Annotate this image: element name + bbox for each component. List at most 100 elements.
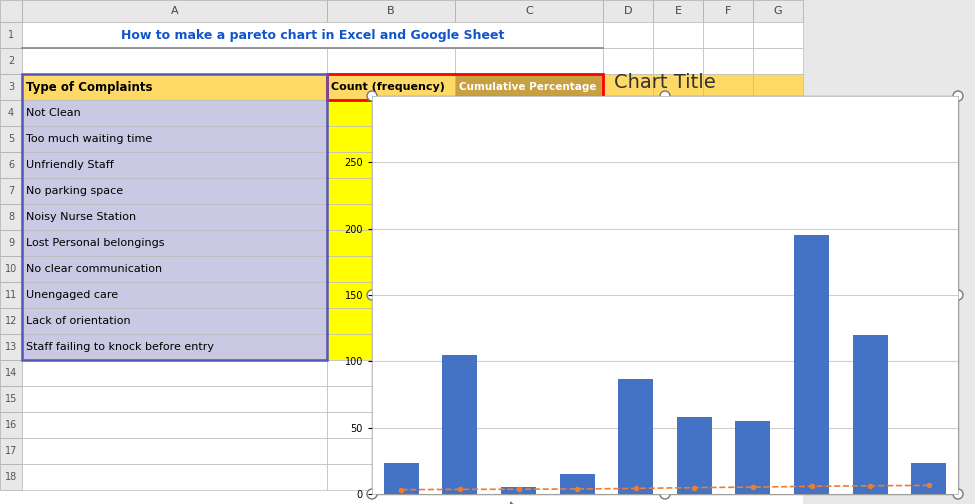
Bar (327, 0, 455, 22)
Bar (603, 412, 653, 438)
Bar (653, 256, 703, 282)
Bar (0, 256, 22, 282)
Bar (0, 360, 22, 386)
Circle shape (953, 489, 963, 499)
Text: Cumulative Percentage: Cumulative Percentage (459, 82, 597, 92)
Bar (501, 487, 536, 494)
Bar (327, 178, 455, 204)
Bar (560, 474, 595, 494)
Bar (753, 256, 803, 282)
Bar (603, 204, 653, 230)
Bar (455, 152, 603, 178)
Bar (753, 204, 803, 230)
Bar (653, 282, 703, 308)
Bar (753, 282, 803, 308)
Bar (22, 386, 327, 412)
Bar (703, 464, 753, 490)
Bar (327, 204, 455, 230)
Bar (703, 282, 753, 308)
Bar (653, 74, 703, 100)
Bar (603, 464, 653, 490)
Bar (327, 464, 455, 490)
Bar (443, 355, 478, 494)
Bar (653, 204, 703, 230)
Bar (22, 204, 327, 230)
Bar (0, 74, 22, 100)
Bar (653, 438, 703, 464)
Circle shape (953, 91, 963, 101)
Bar (327, 334, 455, 360)
Text: Unengaged care: Unengaged care (26, 290, 118, 300)
Bar (455, 360, 603, 386)
Bar (0, 48, 22, 74)
Bar (703, 22, 753, 48)
Bar (327, 74, 455, 100)
Text: No parking space: No parking space (26, 186, 123, 196)
Bar (618, 379, 653, 494)
Bar (327, 230, 455, 256)
Bar (703, 178, 753, 204)
Circle shape (953, 290, 963, 300)
Bar (703, 126, 753, 152)
Bar (753, 334, 803, 360)
Text: Staff failing to knock before entry: Staff failing to knock before entry (26, 342, 214, 352)
Bar (653, 464, 703, 490)
Bar (0, 100, 22, 126)
Bar (22, 48, 327, 74)
Bar (0, 126, 22, 152)
Text: Not Clean: Not Clean (26, 108, 81, 118)
Bar (327, 100, 455, 126)
Bar (653, 230, 703, 256)
Text: 3.27%: 3.27% (460, 106, 501, 119)
Bar (327, 152, 455, 178)
Bar (603, 0, 653, 22)
Bar (703, 308, 753, 334)
Bar (703, 100, 753, 126)
Bar (753, 464, 803, 490)
Text: 5: 5 (8, 134, 14, 144)
Bar (753, 308, 803, 334)
Text: Noisy Nurse Station: Noisy Nurse Station (26, 212, 136, 222)
Bar (455, 204, 603, 230)
Text: 15: 15 (5, 394, 18, 404)
Text: Type of Complaints: Type of Complaints (26, 81, 152, 94)
Bar (603, 230, 653, 256)
Bar (0, 22, 22, 48)
Bar (455, 386, 603, 412)
Bar (327, 386, 455, 412)
Text: 10: 10 (5, 264, 18, 274)
Bar (22, 74, 327, 100)
Bar (653, 412, 703, 438)
Bar (753, 48, 803, 74)
Bar (22, 308, 327, 334)
Text: 16: 16 (5, 420, 18, 430)
Text: F: F (724, 6, 731, 16)
Bar (653, 100, 703, 126)
Text: A: A (171, 6, 178, 16)
Bar (753, 230, 803, 256)
Circle shape (660, 489, 670, 499)
Bar (327, 48, 455, 74)
Bar (384, 464, 419, 494)
Text: B: B (387, 6, 395, 16)
Bar (753, 412, 803, 438)
Bar (653, 178, 703, 204)
Circle shape (660, 91, 670, 101)
Bar (794, 235, 829, 494)
Circle shape (367, 290, 377, 300)
Bar (653, 360, 703, 386)
Bar (0, 412, 22, 438)
Bar (703, 48, 753, 74)
Bar (603, 282, 653, 308)
Bar (327, 412, 455, 438)
Bar (753, 100, 803, 126)
Bar (22, 152, 327, 178)
Bar (653, 48, 703, 74)
Bar (327, 74, 603, 100)
Bar (22, 0, 327, 22)
Bar (753, 386, 803, 412)
Bar (22, 464, 327, 490)
Bar (22, 412, 327, 438)
Bar (703, 74, 753, 100)
Bar (22, 256, 327, 282)
